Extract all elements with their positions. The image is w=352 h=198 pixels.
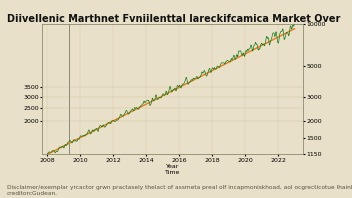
- X-axis label: Year
Time: Year Time: [165, 164, 180, 175]
- Text: Diivellenic Marthnet Fvniilenttal Iareckifcamica Market Over: Diivellenic Marthnet Fvniilenttal Iareck…: [7, 14, 340, 24]
- Text: Disclaimer/exemplar yrcactor grwn practasely thelact of assmeta preal olf incapm: Disclaimer/exemplar yrcactor grwn practa…: [7, 185, 352, 196]
